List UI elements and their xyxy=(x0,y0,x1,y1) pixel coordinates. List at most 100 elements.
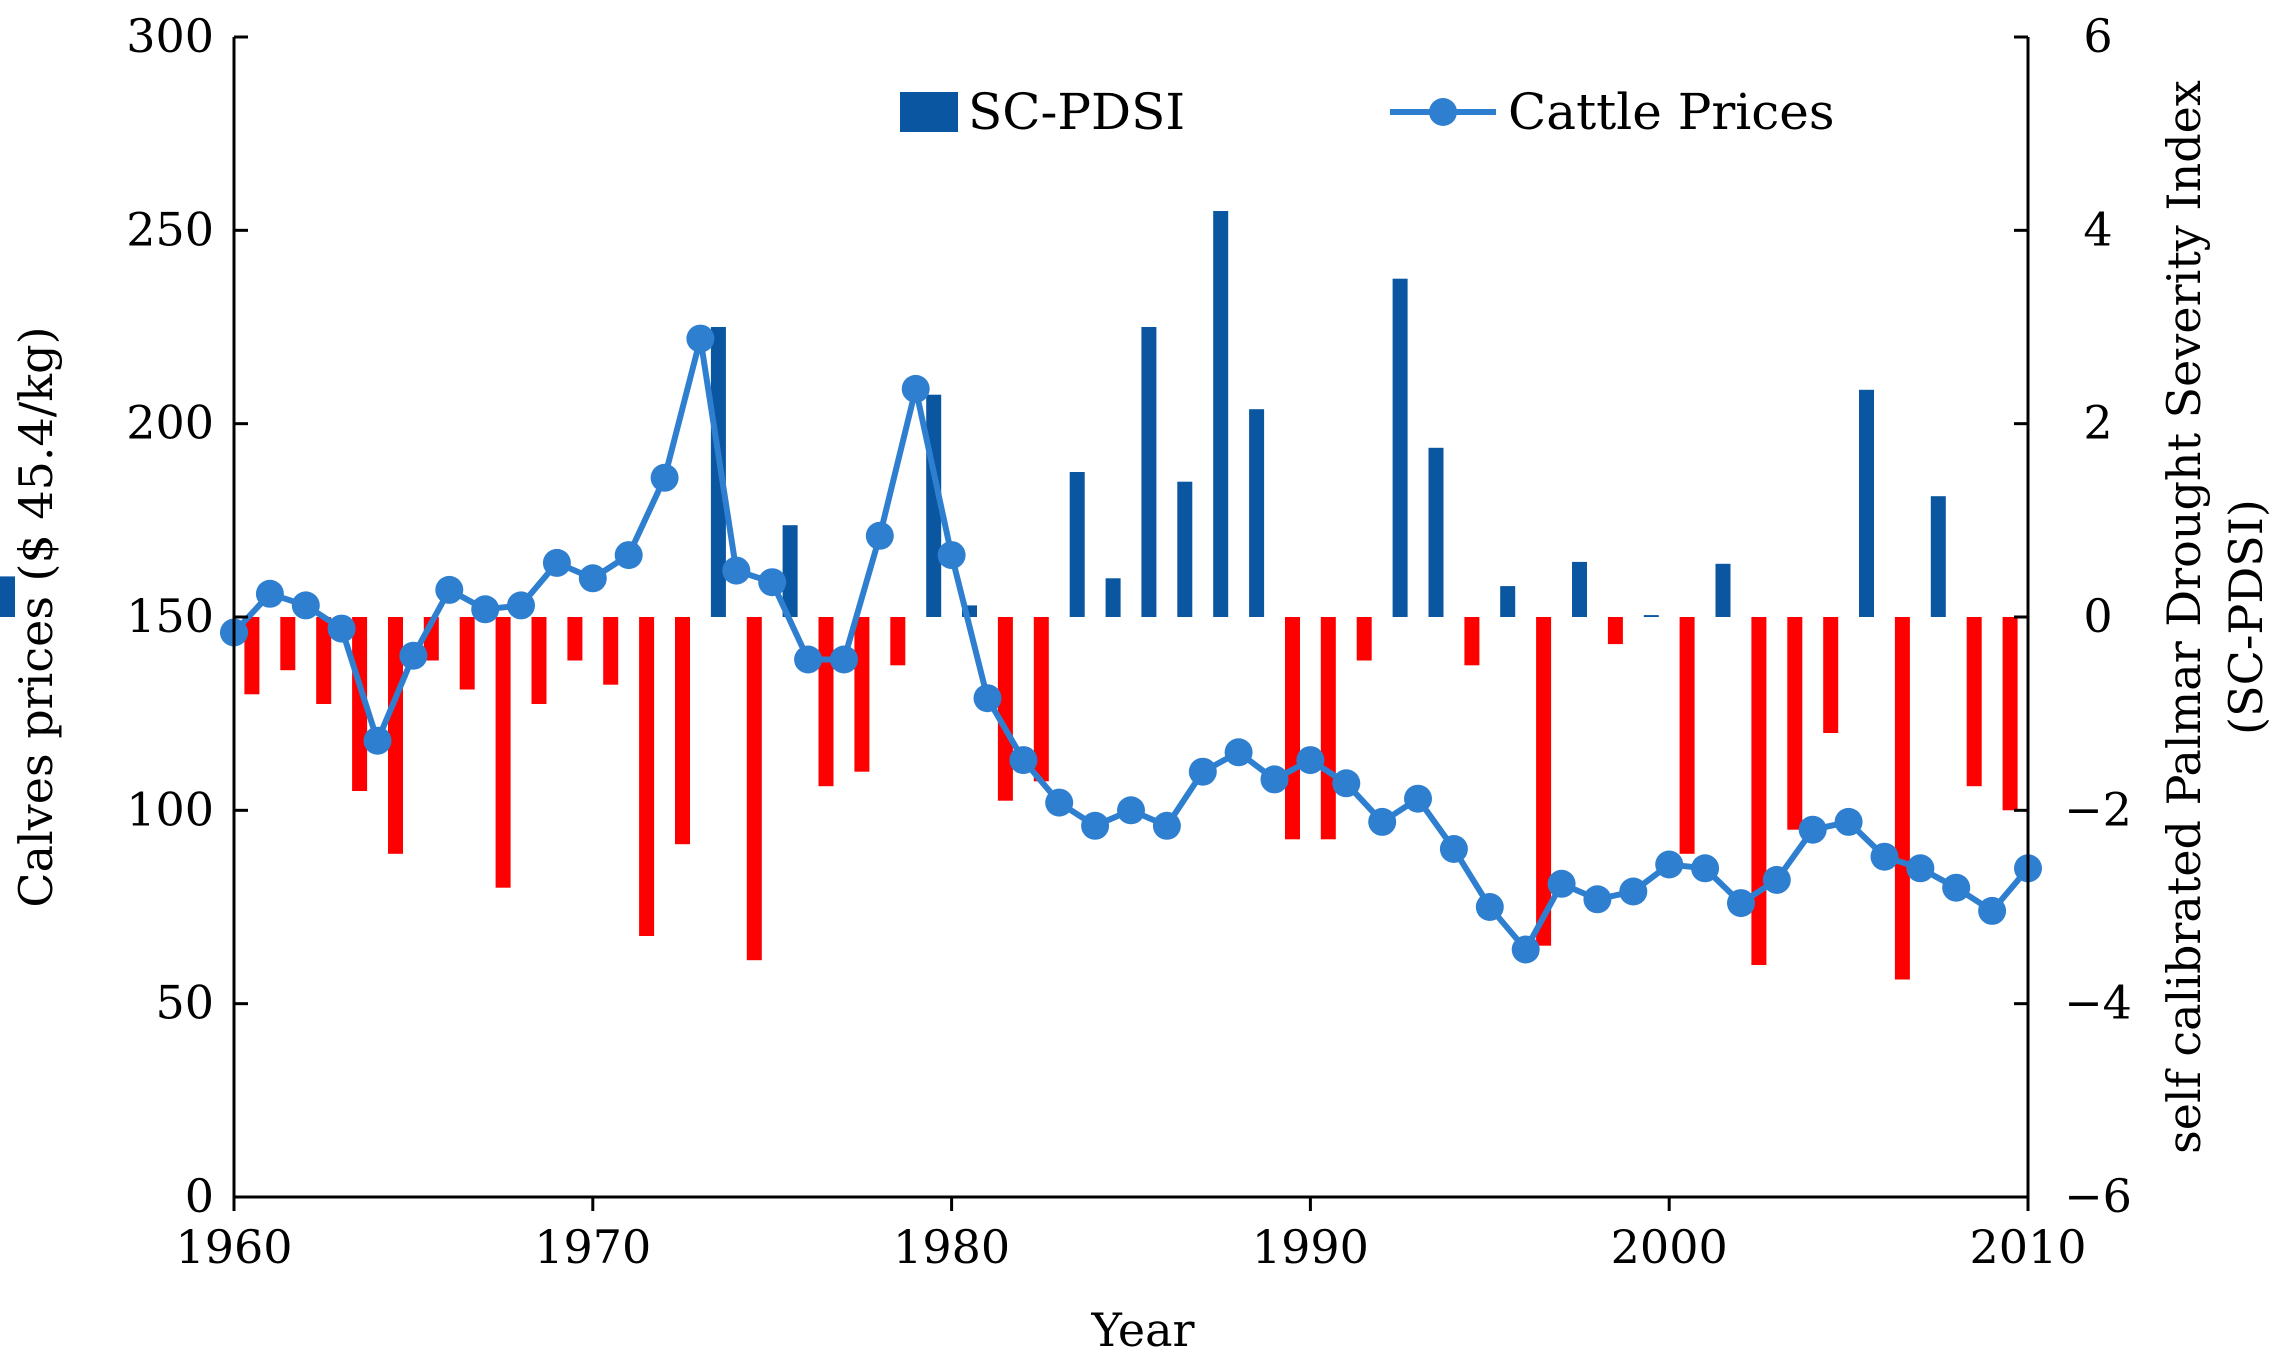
price-point xyxy=(507,591,535,620)
pdsi-bar xyxy=(495,617,511,888)
y-left-tick-label: 200 xyxy=(126,396,214,450)
pdsi-bar xyxy=(280,617,296,671)
price-point xyxy=(650,463,679,492)
price-point xyxy=(1870,842,1899,871)
pdsi-bar xyxy=(1177,481,1193,617)
pdsi-bar xyxy=(352,617,368,791)
price-point xyxy=(614,541,643,570)
pdsi-bar xyxy=(531,617,547,704)
pdsi-bar xyxy=(1859,389,1874,617)
pdsi-bar xyxy=(1679,617,1695,854)
pdsi-bar xyxy=(639,617,655,936)
y-left-tick-label: 150 xyxy=(126,589,214,643)
price-point xyxy=(1978,896,2007,925)
price-point xyxy=(1296,746,1325,775)
x-tick-label: 1980 xyxy=(893,1220,1010,1274)
pdsi-bar xyxy=(1536,617,1552,946)
price-point xyxy=(255,579,284,608)
pdsi-bar xyxy=(962,605,977,617)
pdsi-bar xyxy=(1320,617,1336,840)
y-right-tick-label: −4 xyxy=(2064,976,2132,1030)
price-point xyxy=(1045,788,1074,817)
y-right-tick-label: 6 xyxy=(2083,9,2112,63)
pdsi-bar xyxy=(1033,617,1049,782)
legend: SC-PDSI Cattle Prices xyxy=(900,83,1835,141)
pdsi-bar xyxy=(1249,409,1265,617)
y-right-tick-label: 0 xyxy=(2083,589,2112,643)
x-tick-label: 2000 xyxy=(1611,1220,1728,1274)
pdsi-bar xyxy=(244,617,260,695)
price-point xyxy=(327,614,356,643)
price-point xyxy=(1332,769,1361,798)
x-tick-label: 1960 xyxy=(175,1220,292,1274)
pdsi-bar xyxy=(854,617,870,772)
price-point xyxy=(1798,815,1827,844)
pdsi-bar xyxy=(1285,617,1300,840)
pdsi-bar xyxy=(388,617,403,854)
price-point xyxy=(1188,757,1217,786)
y-right-tick-label: −6 xyxy=(2064,1169,2132,1223)
price-point xyxy=(1727,889,1755,918)
pdsi-bar xyxy=(1643,615,1659,617)
pdsi-bar xyxy=(1823,617,1839,733)
pdsi-bar xyxy=(1607,617,1623,645)
x-axis-title: Year xyxy=(1090,1303,1194,1357)
price-point xyxy=(1152,811,1181,840)
price-point xyxy=(291,591,320,620)
price-point xyxy=(1942,873,1971,902)
pdsi-bar xyxy=(1572,561,1587,617)
price-point xyxy=(1439,835,1468,863)
pdsi-bar xyxy=(1464,617,1480,666)
pdsi-bars xyxy=(0,211,2018,980)
price-point xyxy=(1117,796,1145,825)
price-point xyxy=(363,726,392,755)
price-point xyxy=(973,684,1002,713)
price-point xyxy=(1655,850,1684,879)
pdsi-bar xyxy=(459,617,475,690)
price-point xyxy=(901,374,930,403)
legend-label-cattle-prices: Cattle Prices xyxy=(1508,83,1835,141)
legend-marker-cattle-prices xyxy=(1429,98,1457,126)
price-point xyxy=(471,595,500,624)
price-point xyxy=(722,556,751,585)
price-point xyxy=(1368,807,1397,836)
price-point xyxy=(937,541,966,570)
price-point xyxy=(794,645,823,674)
price-point xyxy=(1404,784,1432,813)
y-right-axis-title-line2: (SC-PDSI) xyxy=(2219,499,2273,735)
pdsi-bar xyxy=(1069,472,1085,617)
pdsi-bar xyxy=(603,617,619,685)
y-left-axis-title: Calves prices ($ 45.4/kg) xyxy=(9,326,63,907)
price-point xyxy=(435,575,464,604)
pdsi-bar xyxy=(1751,617,1767,965)
pdsi-bar xyxy=(746,617,762,961)
price-point xyxy=(1260,765,1289,794)
pdsi-bar xyxy=(1500,586,1516,617)
pdsi-bar xyxy=(782,525,798,617)
price-point xyxy=(1619,877,1648,906)
pdsi-bar xyxy=(1428,447,1444,617)
price-point xyxy=(1834,807,1863,836)
pdsi-bar xyxy=(1356,617,1372,661)
price-point xyxy=(830,645,858,674)
pdsi-bar xyxy=(1141,327,1157,617)
price-point xyxy=(1906,854,1935,883)
pdsi-bar xyxy=(1930,496,1946,617)
y-right-tick-label: 4 xyxy=(2083,202,2112,256)
axes: 0 50 100 150 200 250 300 −6 −4 −2 0 2 4 6 1960 1970 1980… xyxy=(126,9,2132,1274)
pdsi-bar xyxy=(1213,211,1229,617)
y-left-tick-label: 0 xyxy=(185,1169,214,1223)
y-left-tick-label: 100 xyxy=(126,782,214,836)
y-right-tick-label: −2 xyxy=(2064,782,2132,836)
pdsi-bar xyxy=(1787,617,1803,830)
pdsi-bar xyxy=(1966,617,1982,787)
y-right-tick-label: 2 xyxy=(2083,396,2112,450)
price-point xyxy=(686,324,715,353)
y-left-tick-label: 50 xyxy=(155,976,214,1030)
pdsi-bar xyxy=(890,617,906,666)
price-point xyxy=(1691,854,1720,883)
price-point xyxy=(399,641,428,670)
legend-label-sc-pdsi: SC-PDSI xyxy=(968,83,1185,141)
